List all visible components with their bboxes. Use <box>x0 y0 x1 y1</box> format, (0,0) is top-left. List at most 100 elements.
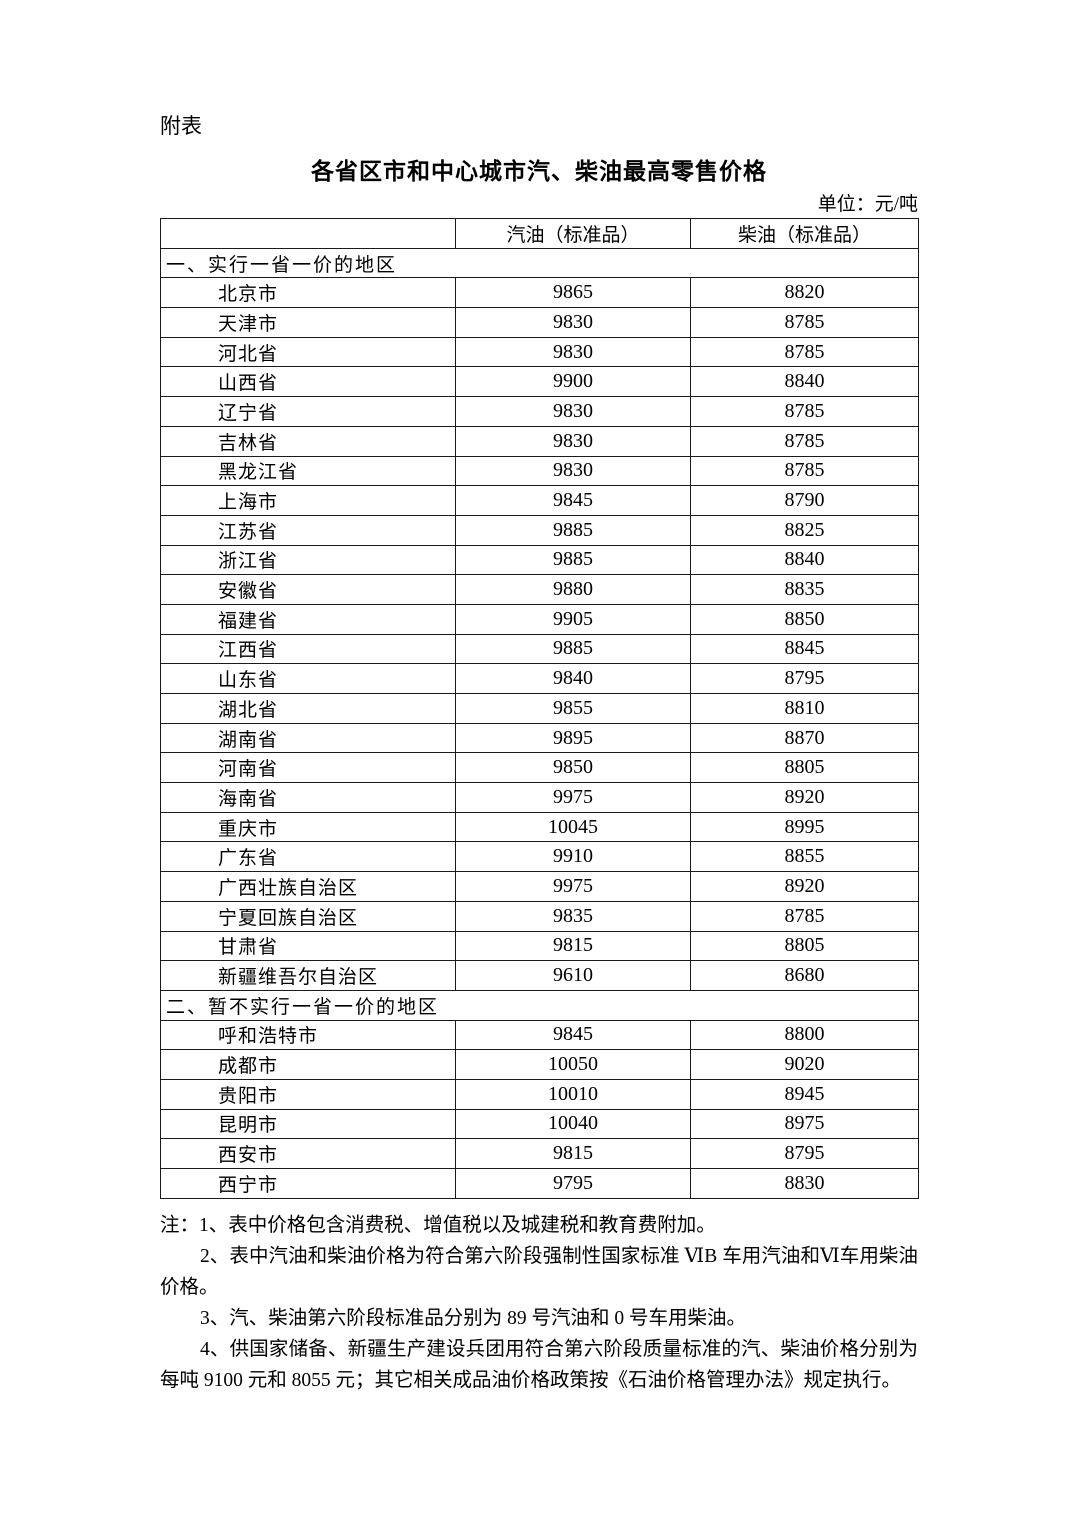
region-cell: 湖北省 <box>160 693 456 724</box>
region-cell: 昆明市 <box>160 1108 456 1140</box>
gasoline-price-cell: 9885 <box>455 633 691 665</box>
region-cell: 贵阳市 <box>160 1078 456 1110</box>
region-cell: 辽宁省 <box>160 396 456 427</box>
table-row: 河南省 9850 8805 <box>160 752 919 784</box>
appendix-label: 附表 <box>160 114 202 138</box>
table-row: 甘肃省 9815 8805 <box>160 930 919 962</box>
region-cell: 广东省 <box>160 841 456 873</box>
region-cell: 西安市 <box>160 1138 456 1169</box>
diesel-price-cell: 8855 <box>690 841 919 873</box>
diesel-price-cell: 8820 <box>690 277 919 309</box>
region-cell: 上海市 <box>160 485 456 516</box>
table-row: 河北省 9830 8785 <box>160 336 919 368</box>
diesel-price-cell: 9020 <box>690 1049 919 1080</box>
table-row: 上海市 9845 8790 <box>160 485 919 516</box>
gasoline-price-cell: 10040 <box>455 1108 691 1140</box>
table-row: 湖南省 9895 8870 <box>160 722 919 754</box>
diesel-price-cell: 8920 <box>690 871 919 902</box>
note-line: 4、供国家储备、新疆生产建设兵团用符合第六阶段质量标准的汽、柴油价格分别为每吨 … <box>160 1338 918 1391</box>
diesel-price-cell: 8680 <box>690 960 919 991</box>
table-header-row: 汽油（标准品） 柴油（标准品） <box>160 218 919 249</box>
page-title: 各省区市和中心城市汽、柴油最高零售价格 <box>311 158 767 184</box>
diesel-price-cell: 8785 <box>690 900 919 932</box>
region-cell: 吉林省 <box>160 425 456 457</box>
gasoline-price-cell: 9975 <box>455 782 691 813</box>
gasoline-price-cell: 9885 <box>455 544 691 576</box>
table-row: 天津市 9830 8785 <box>160 307 919 338</box>
region-cell: 天津市 <box>160 307 456 338</box>
diesel-price-cell: 8805 <box>690 930 919 962</box>
region-cell: 成都市 <box>160 1049 456 1080</box>
diesel-price-cell: 8945 <box>690 1078 919 1110</box>
unit-label: 单位：元/吨 <box>817 194 918 215</box>
diesel-price-cell: 8785 <box>690 307 919 338</box>
table-row: 广西壮族自治区 9975 8920 <box>160 871 919 902</box>
diesel-price-cell: 8785 <box>690 455 919 487</box>
region-cell: 西宁市 <box>160 1168 456 1199</box>
column-header-region <box>160 218 456 249</box>
table-row: 西宁市 9795 8830 <box>160 1168 919 1199</box>
region-cell: 重庆市 <box>160 811 456 843</box>
region-cell: 河北省 <box>160 336 456 368</box>
diesel-price-cell: 8870 <box>690 722 919 754</box>
gasoline-price-cell: 10050 <box>455 1049 691 1080</box>
table-row: 山东省 9840 8795 <box>160 663 919 694</box>
gasoline-price-cell: 9840 <box>455 663 691 694</box>
region-cell: 北京市 <box>160 277 456 309</box>
table-row: 成都市 10050 9020 <box>160 1049 919 1080</box>
region-cell: 安徽省 <box>160 574 456 605</box>
region-cell: 黑龙江省 <box>160 455 456 487</box>
table-row: 广东省 9910 8855 <box>160 841 919 873</box>
diesel-price-cell: 8790 <box>690 485 919 516</box>
gasoline-price-cell: 9610 <box>455 960 691 991</box>
table-row: 黑龙江省 9830 8785 <box>160 455 919 487</box>
region-cell: 新疆维吾尔自治区 <box>160 960 456 991</box>
column-header-diesel: 柴油（标准品） <box>690 218 919 249</box>
table-row: 宁夏回族自治区 9835 8785 <box>160 900 919 932</box>
section-header-row: 一、实行一省一价的地区 <box>160 247 919 279</box>
table-row: 北京市 9865 8820 <box>160 277 919 309</box>
table-row: 贵阳市 10010 8945 <box>160 1078 919 1110</box>
table-row: 昆明市 10040 8975 <box>160 1108 919 1140</box>
diesel-price-cell: 8840 <box>690 544 919 576</box>
region-cell: 浙江省 <box>160 544 456 576</box>
diesel-price-cell: 8995 <box>690 811 919 843</box>
region-cell: 广西壮族自治区 <box>160 871 456 902</box>
gasoline-price-cell: 10010 <box>455 1078 691 1110</box>
diesel-price-cell: 8795 <box>690 663 919 694</box>
table-row: 福建省 9905 8850 <box>160 603 919 635</box>
table-row: 辽宁省 9830 8785 <box>160 396 919 427</box>
diesel-price-cell: 8800 <box>690 1019 919 1051</box>
region-cell: 呼和浩特市 <box>160 1019 456 1051</box>
table-row: 江苏省 9885 8825 <box>160 514 919 546</box>
gasoline-price-cell: 9865 <box>455 277 691 309</box>
region-cell: 江西省 <box>160 633 456 665</box>
section-label: 二、暂不实行一省一价的地区 <box>160 989 919 1021</box>
region-cell: 山西省 <box>160 366 456 398</box>
table-row: 呼和浩特市 9845 8800 <box>160 1019 919 1051</box>
gasoline-price-cell: 9975 <box>455 871 691 902</box>
gasoline-price-cell: 9830 <box>455 455 691 487</box>
gasoline-price-cell: 9815 <box>455 930 691 962</box>
gasoline-price-cell: 9905 <box>455 603 691 635</box>
note-line: 注：1、表中价格包含消费税、增值税以及城建税和教育费附加。 <box>160 1214 716 1236</box>
gasoline-price-cell: 9845 <box>455 485 691 516</box>
table-row: 重庆市 10045 8995 <box>160 811 919 843</box>
table-row: 浙江省 9885 8840 <box>160 544 919 576</box>
region-cell: 山东省 <box>160 663 456 694</box>
diesel-price-cell: 8830 <box>690 1168 919 1199</box>
table-row: 海南省 9975 8920 <box>160 782 919 813</box>
column-header-gasoline: 汽油（标准品） <box>455 218 691 249</box>
region-cell: 湖南省 <box>160 722 456 754</box>
diesel-price-cell: 8795 <box>690 1138 919 1169</box>
gasoline-price-cell: 9900 <box>455 366 691 398</box>
table-row: 湖北省 9855 8810 <box>160 693 919 724</box>
note-line: 3、汽、柴油第六阶段标准品分别为 89 号汽油和 0 号车用柴油。 <box>199 1307 746 1329</box>
gasoline-price-cell: 9830 <box>455 336 691 368</box>
diesel-price-cell: 8785 <box>690 425 919 457</box>
table-row: 山西省 9900 8840 <box>160 366 919 398</box>
diesel-price-cell: 8810 <box>690 693 919 724</box>
diesel-price-cell: 8785 <box>690 396 919 427</box>
note-line: 2、表中汽油和柴油价格为符合第六阶段强制性国家标准 ⅥB 车用汽油和Ⅵ车用柴油价… <box>160 1245 918 1298</box>
